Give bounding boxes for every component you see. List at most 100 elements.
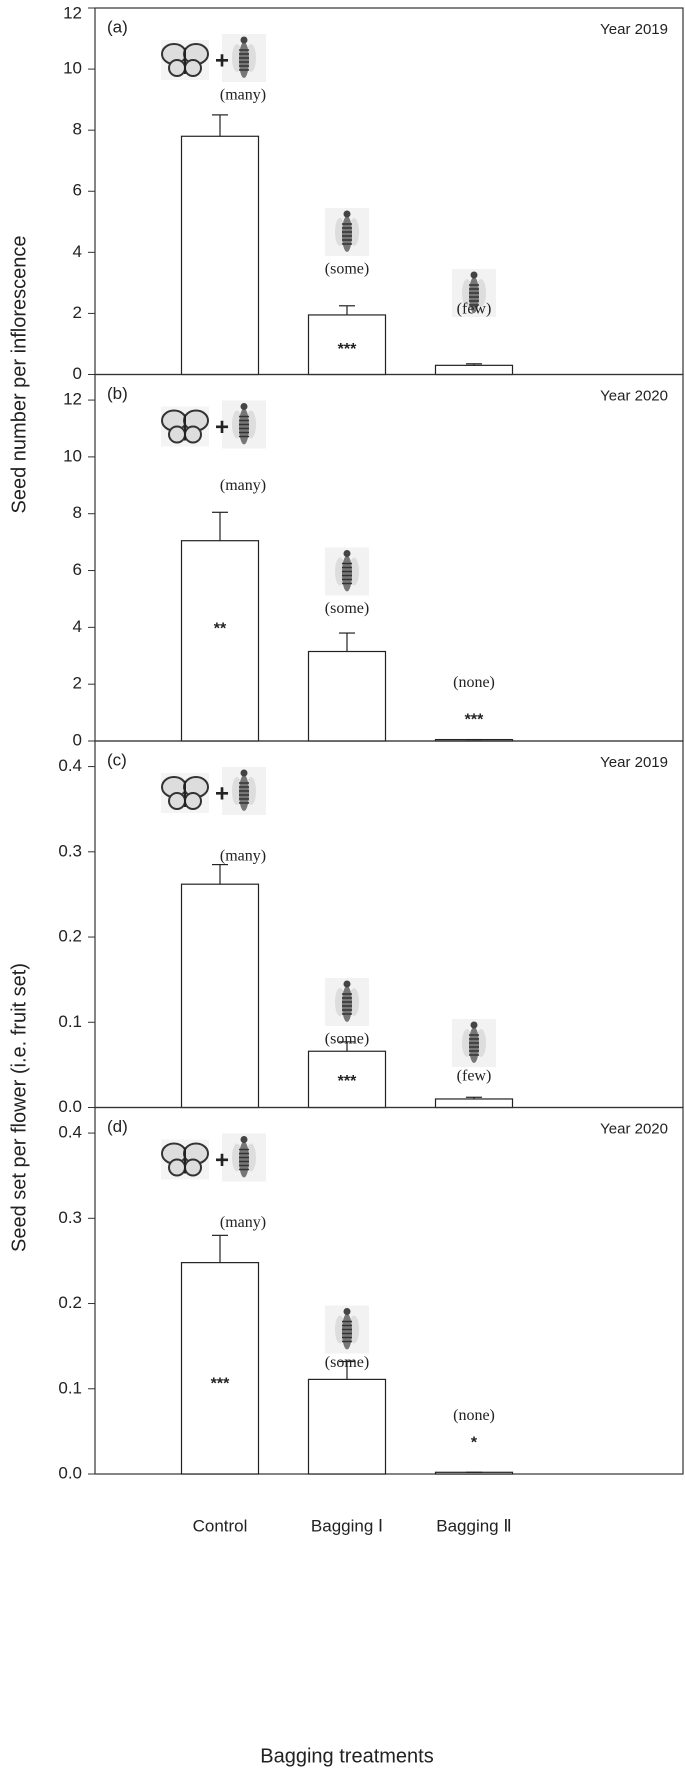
head: [343, 1308, 351, 1315]
y-tick-label: 0.1: [58, 1012, 82, 1031]
x-axis-title: Bagging treatments: [260, 1745, 433, 1767]
y-tick-label: 10: [63, 59, 82, 78]
y-tick-label: 0.4: [58, 756, 82, 775]
bar: [180, 540, 260, 742]
wing: [168, 425, 186, 444]
x-tick-label: Bagging Ⅱ: [436, 1516, 511, 1535]
y-tick-label: 0.3: [58, 1208, 82, 1227]
bar: [180, 883, 260, 1109]
annotation: (many): [220, 1214, 266, 1231]
thrips-body: [239, 1141, 249, 1178]
y-tick-label: 0.2: [58, 927, 82, 946]
y-tick-label: 0: [73, 364, 82, 383]
plus-sign: +: [215, 414, 229, 441]
head: [470, 1021, 478, 1029]
bar: [307, 314, 387, 376]
x-tick-label: Bagging Ⅰ: [311, 1516, 383, 1535]
subtitle: Year 2020: [600, 1120, 668, 1137]
thrips-icon: [325, 1305, 369, 1354]
head: [343, 980, 351, 988]
thrips-icon: [222, 1133, 266, 1182]
butterfly-icon: [161, 40, 209, 80]
annotation: (few): [457, 1068, 492, 1085]
y-tick-label: 0.4: [58, 1123, 82, 1142]
significance-stars: *: [471, 1435, 478, 1452]
y-tick-label: 0: [73, 730, 82, 749]
head: [240, 36, 248, 44]
annotation: (many): [220, 477, 266, 494]
y-tick-label: 8: [73, 120, 82, 139]
plus-sign: +: [215, 47, 229, 74]
thrips-body: [342, 986, 352, 1022]
y-tick-label: 0.0: [58, 1097, 82, 1116]
thrips-body: [239, 42, 249, 78]
head: [470, 271, 478, 279]
thrips-icon: [452, 1019, 496, 1067]
thrips-body: [342, 555, 352, 592]
panel-label: (a): [107, 17, 128, 36]
y-tick-label: 0.1: [58, 1378, 82, 1397]
head: [240, 1136, 248, 1143]
y-tick-label: 8: [73, 503, 82, 522]
subtitle: Year 2019: [600, 21, 668, 38]
thrips-icon: [325, 978, 369, 1026]
annotation: (many): [220, 87, 266, 104]
bar: [180, 135, 260, 376]
y-tick-label: 4: [73, 242, 82, 261]
y-tick-label: 0.0: [58, 1463, 82, 1482]
significance-stars: ***: [338, 1073, 357, 1090]
thrips-icon: [452, 269, 496, 317]
annotation: (some): [325, 1354, 369, 1371]
head: [343, 550, 351, 557]
annotation: (some): [325, 261, 369, 278]
thrips-body: [342, 216, 352, 252]
y-tick-label: 2: [73, 303, 82, 322]
y-tick-label: 12: [63, 390, 82, 409]
bar: [434, 364, 514, 376]
wing: [184, 1158, 202, 1177]
y-tick-label: 10: [63, 446, 82, 465]
wing: [184, 792, 202, 810]
head: [240, 769, 248, 777]
significance-stars: **: [214, 621, 227, 638]
y-axis-title: Seed set per flower (i.e. fruit set): [8, 963, 30, 1252]
thrips-body: [239, 775, 249, 811]
thrips-body: [469, 1027, 479, 1063]
y-tick-label: 12: [63, 3, 82, 22]
panel-label: (d): [107, 1117, 128, 1136]
bar: [307, 1378, 387, 1475]
butterfly-icon: [161, 1139, 209, 1180]
x-tick-label: Control: [193, 1516, 248, 1535]
annotation: (few): [457, 301, 492, 318]
thrips-body: [239, 408, 249, 445]
y-tick-label: 0.2: [58, 1293, 82, 1312]
thrips-body: [469, 277, 479, 313]
annotation: (many): [220, 848, 266, 865]
wing: [184, 425, 202, 444]
head: [343, 210, 351, 218]
significance-stars: ***: [211, 1376, 230, 1393]
y-tick-label: 6: [73, 181, 82, 200]
bar: [307, 650, 387, 742]
subtitle: Year 2019: [600, 754, 668, 771]
bar: [180, 1262, 260, 1475]
wing: [168, 1158, 186, 1177]
y-tick-label: 2: [73, 674, 82, 693]
head: [240, 403, 248, 410]
wing: [168, 792, 186, 810]
panel-label: (b): [107, 384, 128, 403]
significance-stars: ***: [338, 341, 357, 358]
plus-sign: +: [215, 1147, 229, 1174]
plot-frame: [94, 1106, 684, 1475]
butterfly-icon: [161, 773, 209, 813]
annotation: (some): [325, 600, 369, 617]
y-tick-label: 6: [73, 560, 82, 579]
butterfly-icon: [161, 406, 209, 447]
annotation: (none): [453, 1407, 495, 1424]
thrips-body: [342, 1313, 352, 1350]
significance-stars: ***: [465, 712, 484, 729]
y-axis-title: Seed number per inflorescence: [8, 236, 30, 514]
thrips-icon: [222, 400, 266, 449]
thrips-icon: [222, 767, 266, 815]
